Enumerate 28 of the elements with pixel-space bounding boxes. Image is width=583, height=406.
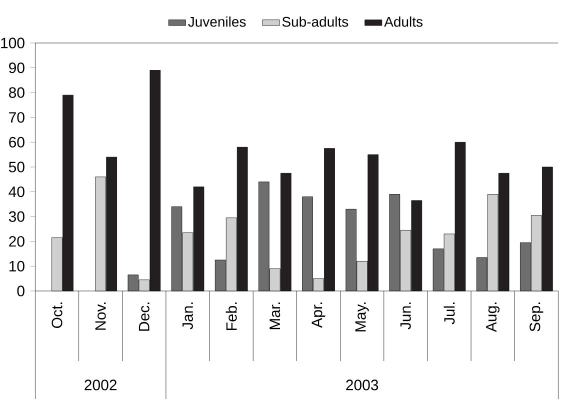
x-tick-label: Jun. xyxy=(400,302,411,330)
x-tick-label: Aug. xyxy=(486,302,500,332)
x-tick-label: Nov. xyxy=(95,302,106,330)
x-tick-label: Jan. xyxy=(182,302,193,330)
y-tick-label: 0 xyxy=(17,286,24,296)
y-tick-label: 60 xyxy=(9,136,24,148)
legend-label: Sub-adults xyxy=(282,16,348,27)
x-tick-label: Dec. xyxy=(138,302,150,331)
text: 2002 xyxy=(84,380,117,390)
x-tick-label: Mar. xyxy=(270,302,280,330)
x-tick-label: Jul. xyxy=(444,302,455,324)
y-tick-label: 70 xyxy=(9,112,24,123)
x-tick-label: May. xyxy=(355,302,369,332)
legend-label: Juveniles xyxy=(188,16,246,27)
x-tick-label: Sep. xyxy=(530,302,544,332)
x-tick-label: Feb. xyxy=(226,302,237,330)
x-tick-label: Oct. xyxy=(52,302,62,328)
y-tick-label: 90 xyxy=(9,62,24,74)
y-tick-label: 30 xyxy=(8,211,24,222)
y-tick-label: 100 xyxy=(1,38,24,48)
legend-label: Adults xyxy=(384,16,423,27)
y-tick-label: 80 xyxy=(8,87,24,98)
y-tick-label: 50 xyxy=(8,162,24,172)
y-tick-label: 10 xyxy=(9,260,24,272)
x-tick-label: Apr. xyxy=(312,302,326,328)
y-tick-label: 20 xyxy=(9,236,24,247)
y-tick-label: 40 xyxy=(8,186,24,198)
text: 2003 xyxy=(346,380,378,390)
